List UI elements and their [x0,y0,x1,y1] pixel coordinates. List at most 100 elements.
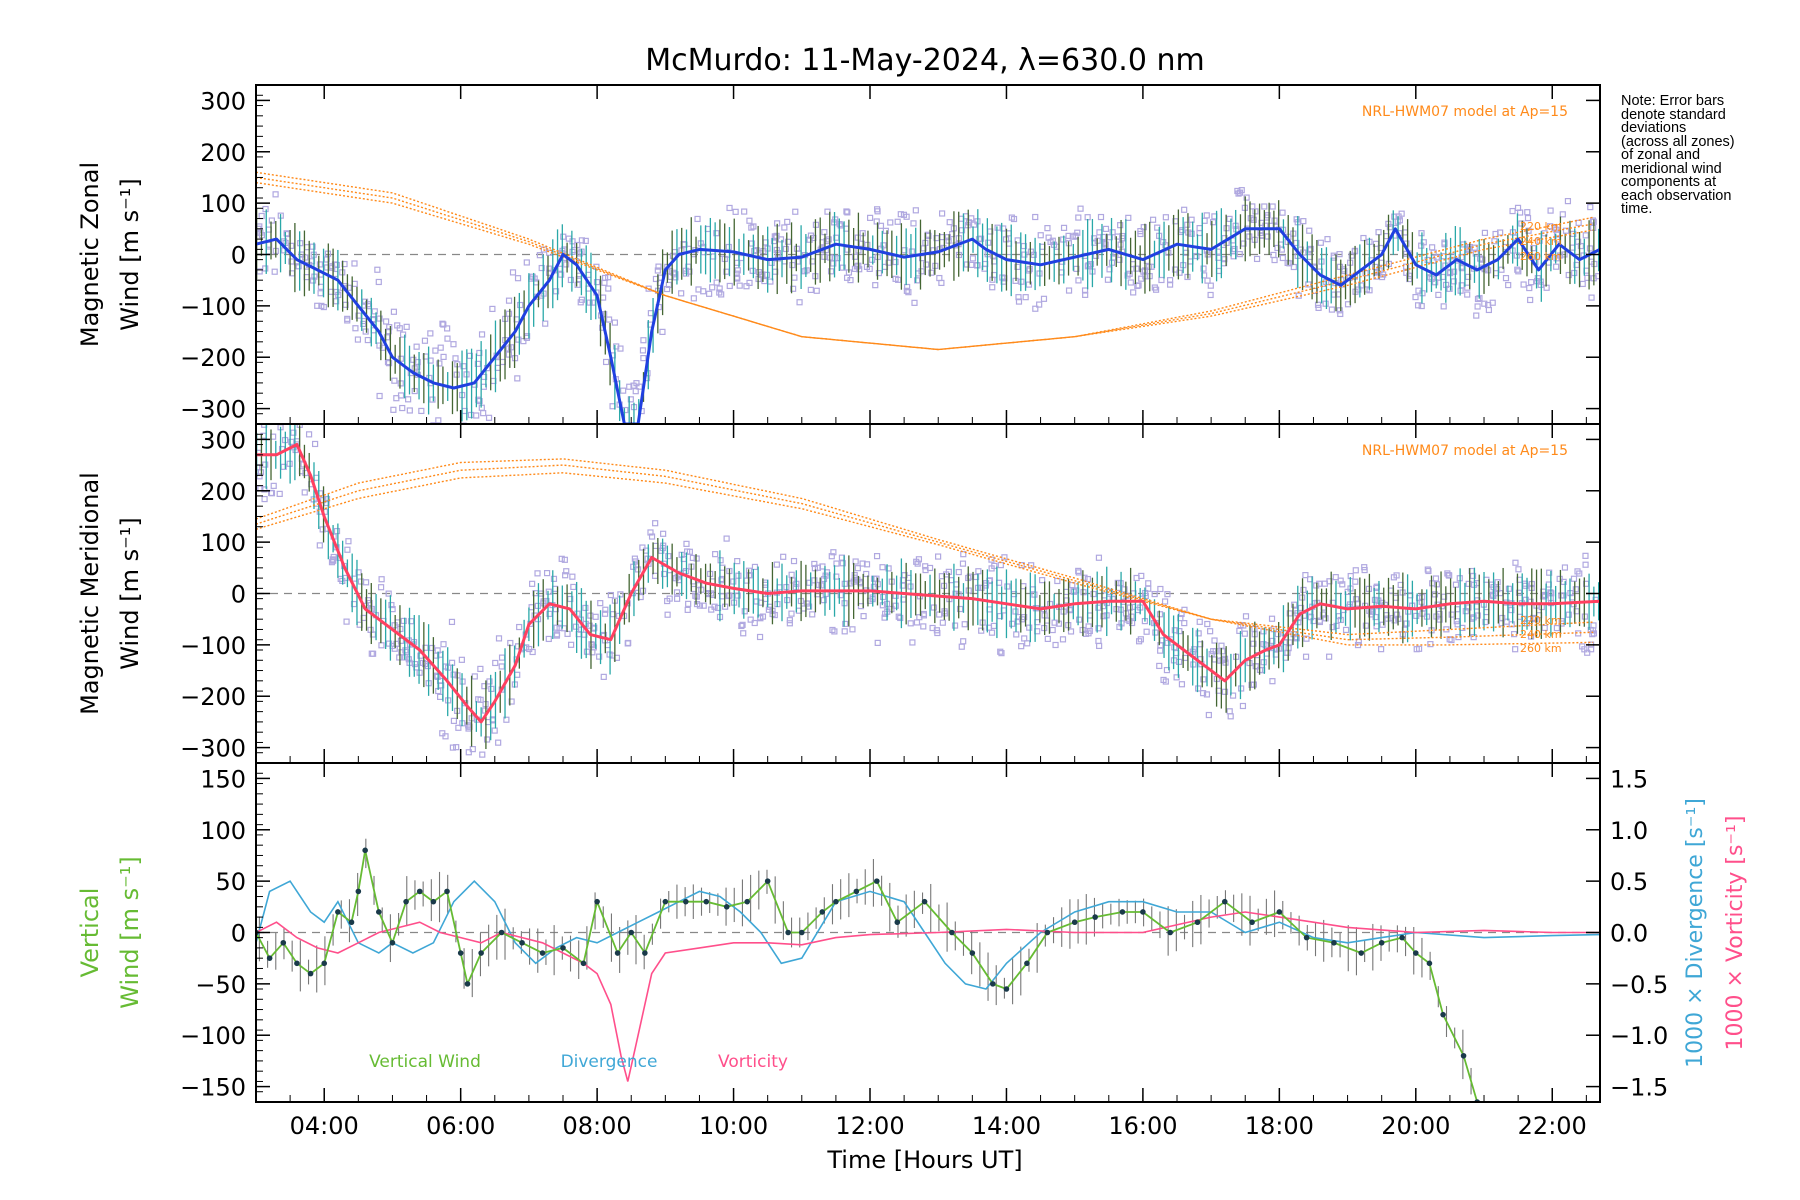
scatter-point [632,388,639,395]
scatter-point [1234,187,1241,195]
y2-tick-label: 0.5 [1610,868,1648,896]
scatter-point [1081,287,1089,294]
scatter-point [298,415,303,420]
scatter-point [1440,303,1447,310]
scatter-point [1339,581,1346,588]
scatter-point [523,259,530,266]
scatter-point [1127,279,1134,286]
scatter-point [782,245,790,253]
scatter-point [1240,240,1247,247]
model-altitude-label: 260 km [1520,642,1562,655]
scatter-point [375,278,382,286]
scatter-point [390,308,398,315]
scatter-point [880,593,887,601]
scatter-point [654,267,661,274]
scatter-point [997,561,1004,569]
scatter-point [1326,578,1333,585]
vertical-wind-point [894,919,901,926]
scatter-point [1218,642,1225,649]
scatter-point [328,559,336,566]
scatter-point [1565,271,1572,279]
scatter-point [1250,640,1257,647]
scatter-point [1303,635,1310,642]
scatter-point [557,271,565,278]
scatter-point [885,259,892,266]
scatter-point [624,452,629,457]
scatter-point [476,397,483,405]
scatter-point [1051,619,1058,626]
scatter-point [709,284,716,291]
scatter-point [801,268,808,275]
scatter-point [1181,620,1188,627]
scatter-point [450,341,457,348]
scatter-point [605,316,613,323]
scatter-point [1031,591,1038,598]
scatter-point [960,638,967,645]
scatter-point [258,212,265,220]
scatter-point [1018,643,1025,650]
scatter-point [427,330,434,337]
scatter-point [617,345,624,352]
scatter-point [734,592,741,599]
scatter-point [765,606,772,613]
scatter-point [1336,307,1343,314]
scatter-point [424,432,429,437]
scatter-point [794,258,801,265]
x-tick-label: 22:00 [1518,1112,1587,1140]
scatter-point [1436,610,1443,618]
scatter-point [873,552,881,560]
scatter-point [471,673,478,680]
scatter-point [970,221,978,228]
vertical-wind-point [1119,909,1126,915]
y-tick-label: −150 [180,1074,246,1102]
vertical-wind-point [355,888,362,895]
scatter-point [718,577,725,584]
scatter-point [640,337,647,344]
panel-vertical: 1.5 1.0 0.5 0.0 −0.5 −1.0 −1.5 1000 × Divergenc… [76,762,1748,1103]
x-tick-label: 20:00 [1381,1112,1450,1140]
scatter-point [1250,216,1257,223]
scatter-point [399,404,406,412]
scatter-point [956,605,964,613]
vertical-wind-point [990,981,996,987]
scatter-point [1474,612,1481,619]
scatter-point [630,456,635,461]
scatter-point [1271,256,1278,264]
scatter-point [1515,268,1522,275]
scatter-point [514,375,521,382]
scatter-point [1572,586,1579,593]
note-line: each observation [1621,187,1732,204]
scatter-point [1547,207,1554,214]
scatter-point [529,273,536,280]
scatter-point [904,283,911,291]
scatter-point [569,573,576,580]
scatter-point [872,282,879,289]
scatter-point [859,560,866,567]
scatter-point [323,256,330,263]
scatter-point [1474,303,1481,310]
scatter-point [561,556,568,563]
scatter-point [505,345,512,352]
scatter-point [266,413,271,418]
scatter-point [748,240,755,247]
scatter-point [546,265,553,272]
scatter-point [1465,246,1472,253]
scatter-point [1025,281,1033,288]
scatter-point [712,551,719,558]
scatter-point [1102,225,1110,233]
scatter-point [741,208,748,215]
scatter-point [1221,655,1229,662]
scatter-point [853,263,861,270]
scatter-point [1171,644,1178,651]
scatter-point [1044,225,1051,232]
scatter-point [963,261,971,268]
scatter-point [399,331,407,338]
scatter-point [1446,572,1453,579]
scatter-point [914,277,921,284]
scatter-point [1204,277,1211,284]
vertical-wind-point [266,955,273,961]
scatter-point [314,302,321,309]
scatter-point [550,575,558,582]
scatter-point [975,568,982,575]
